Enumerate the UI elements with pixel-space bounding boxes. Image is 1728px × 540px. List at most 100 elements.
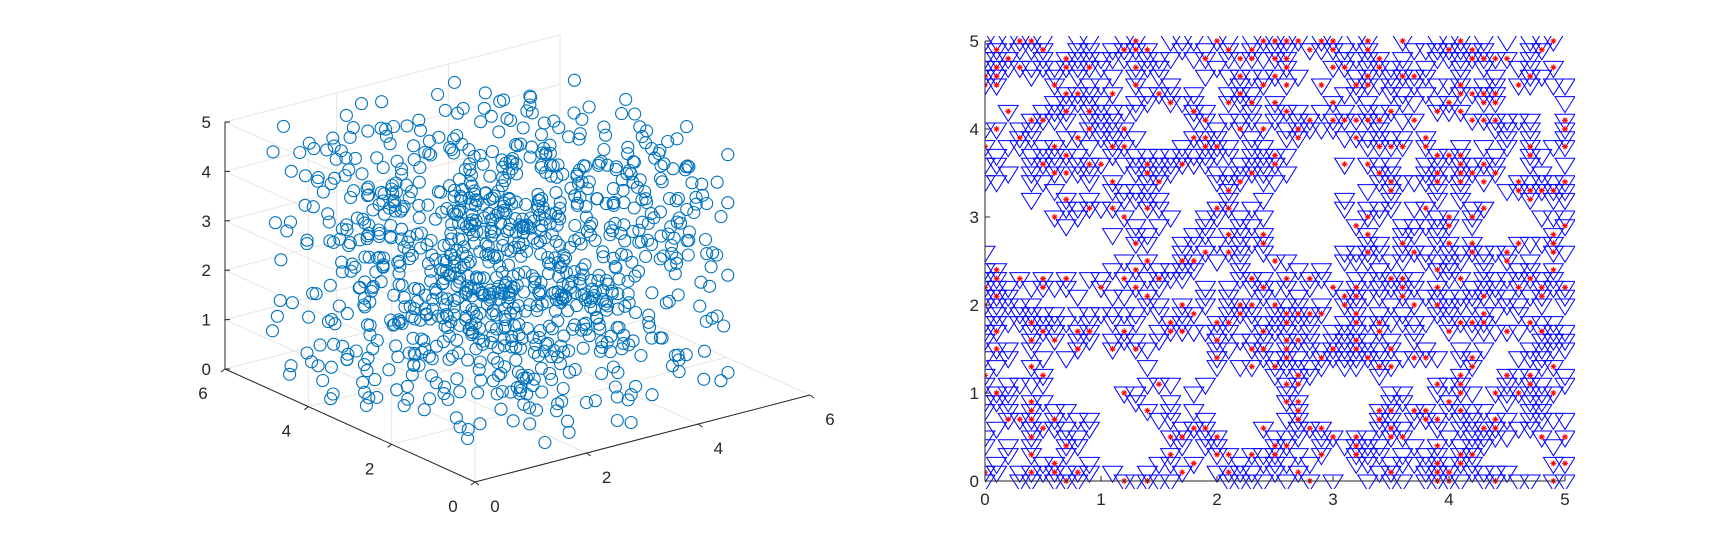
triangle-marker xyxy=(1206,122,1228,140)
star-marker xyxy=(1063,90,1070,97)
scatter-point xyxy=(714,210,728,224)
triangle-marker xyxy=(1090,201,1112,220)
triangle-marker xyxy=(1066,439,1089,457)
triangle-marker xyxy=(1217,87,1240,105)
triangle-marker xyxy=(1124,236,1147,255)
scatter-point xyxy=(420,238,434,252)
star-marker xyxy=(1364,117,1371,124)
star-marker xyxy=(1272,442,1278,449)
triangle-marker xyxy=(1159,210,1182,228)
triangle-marker xyxy=(1113,324,1136,343)
triangle-marker xyxy=(1136,192,1159,211)
scatter-point xyxy=(486,374,500,388)
star-marker xyxy=(1248,302,1255,308)
triangle-marker xyxy=(1194,324,1217,343)
triangle-marker xyxy=(1113,43,1136,61)
scatter-point xyxy=(669,194,683,208)
scatter-point xyxy=(353,233,367,247)
star-marker xyxy=(1283,398,1290,405)
star-marker xyxy=(1016,38,1023,44)
triangle-marker xyxy=(1298,474,1321,489)
triangle-marker xyxy=(985,43,1008,61)
scatter-point xyxy=(316,185,330,199)
triangle-marker xyxy=(1043,316,1066,334)
scatter-point xyxy=(546,286,560,300)
scatter-point xyxy=(523,298,537,312)
triangle-marker xyxy=(1287,122,1310,140)
scatter-point xyxy=(538,435,552,450)
triangle-marker xyxy=(985,377,996,396)
triangle-marker xyxy=(985,69,996,88)
triangle-marker xyxy=(1519,52,1542,70)
triangle-marker xyxy=(1438,236,1460,255)
triangle-marker xyxy=(1217,201,1240,220)
triangle-marker xyxy=(1194,245,1217,264)
triangle-marker xyxy=(1066,69,1089,88)
triangle-marker xyxy=(1113,104,1136,123)
triangle-marker xyxy=(985,395,996,413)
triangle-marker xyxy=(1264,439,1286,457)
triangle-marker xyxy=(1322,342,1344,360)
triangle-marker xyxy=(985,333,996,352)
triangle-marker xyxy=(1519,289,1542,308)
triangle-marker xyxy=(1426,228,1449,246)
star-marker xyxy=(1248,363,1255,370)
scatter-point xyxy=(622,163,636,177)
star-marker xyxy=(1179,161,1186,168)
triangle-marker xyxy=(1461,316,1484,334)
star-marker xyxy=(1538,328,1545,335)
scatter-point xyxy=(551,397,565,411)
y-tick-label-2: 2 xyxy=(365,459,374,478)
triangle-marker xyxy=(1240,333,1263,352)
triangle-marker xyxy=(1461,298,1484,316)
triangle-marker xyxy=(1426,263,1449,281)
triangle-marker xyxy=(985,36,995,52)
scatter-point xyxy=(438,103,452,117)
star-marker xyxy=(1132,284,1139,291)
scatter-point xyxy=(497,203,511,217)
star-marker xyxy=(1214,354,1220,361)
scatter-point xyxy=(469,193,483,207)
star-marker xyxy=(1388,425,1394,432)
scatter-point xyxy=(343,130,357,144)
triangle-marker xyxy=(1009,36,1030,52)
triangle-marker xyxy=(1380,395,1402,413)
triangle-marker xyxy=(1229,122,1252,140)
star-marker xyxy=(1422,143,1429,150)
star-marker xyxy=(1550,240,1557,247)
triangle-marker xyxy=(1311,36,1332,52)
scatter-point xyxy=(447,255,461,269)
triangle-marker xyxy=(1055,131,1078,149)
triangle-marker xyxy=(1276,36,1297,52)
triangle-marker xyxy=(1032,60,1054,79)
scatter-point xyxy=(598,128,613,142)
triangle-marker xyxy=(1449,289,1472,308)
triangle-marker xyxy=(1275,412,1298,431)
triangle-marker xyxy=(1507,280,1530,299)
triangle-marker xyxy=(1356,140,1379,158)
triangle-marker xyxy=(1356,351,1379,369)
scatter-point xyxy=(387,194,401,208)
triangle-marker xyxy=(1403,456,1426,475)
star-marker xyxy=(1515,178,1522,185)
triangle-marker xyxy=(1356,272,1379,290)
scatter-point xyxy=(388,199,402,213)
triangle-marker xyxy=(1101,316,1124,334)
triangle-marker xyxy=(997,377,1020,396)
star-marker xyxy=(1028,469,1035,476)
triangle-marker xyxy=(1066,201,1089,220)
scatter-point xyxy=(463,254,477,269)
scatter-point xyxy=(523,417,537,431)
star-marker xyxy=(1040,372,1046,379)
scatter-point xyxy=(549,206,563,220)
scatter-point xyxy=(628,269,642,283)
star-marker xyxy=(1295,372,1302,379)
triangle-marker xyxy=(1136,184,1159,202)
triangle-marker xyxy=(1125,36,1146,52)
triangle-marker xyxy=(1333,131,1356,149)
scatter-point xyxy=(606,182,620,196)
star-marker xyxy=(1214,337,1220,344)
triangle-marker xyxy=(1414,465,1437,484)
scatter-point xyxy=(461,422,475,437)
star-marker xyxy=(1388,143,1394,150)
